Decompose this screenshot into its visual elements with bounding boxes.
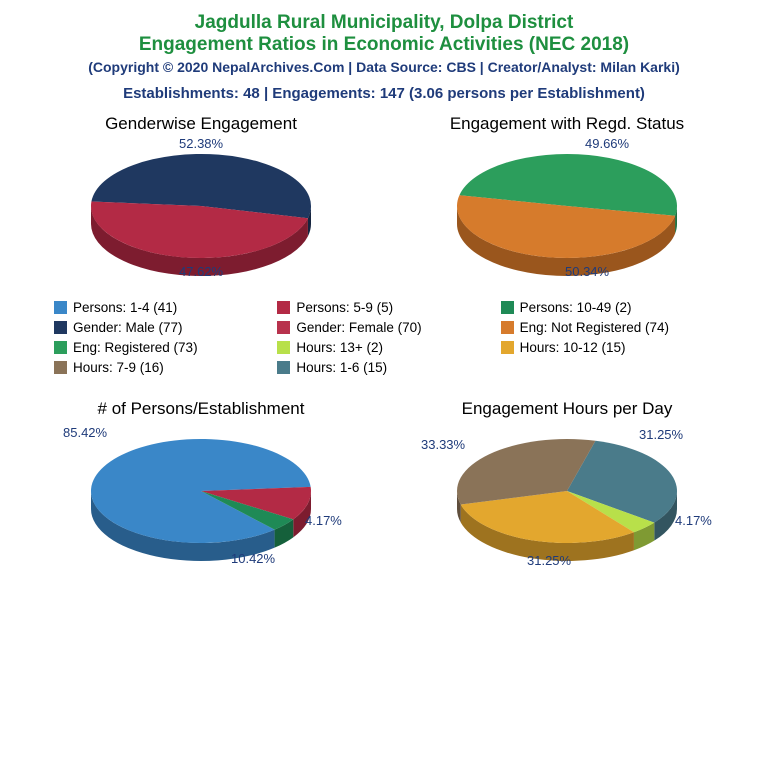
legend-swatch: [54, 321, 67, 334]
legend-swatch: [54, 301, 67, 314]
copyright-line: (Copyright © 2020 NepalArchives.Com | Da…: [18, 59, 750, 75]
infographic-container: Jagdulla Rural Municipality, Dolpa Distr…: [0, 0, 768, 768]
charts-row-bottom: # of Persons/Establishment 85.42% 10.42% 4…: [18, 399, 750, 571]
legend-label: Eng: Registered (73): [73, 340, 198, 355]
pie-pct-label: 85.42%: [63, 425, 107, 440]
chart-regd-pie: 49.66% 50.34%: [417, 136, 717, 286]
legend-swatch: [54, 361, 67, 374]
legend-label: Persons: 5-9 (5): [296, 300, 393, 315]
pie-pct-label: 4.17%: [675, 513, 712, 528]
chart-gender-pie: 52.38% 47.62%: [51, 136, 351, 286]
title-line-1: Jagdulla Rural Municipality, Dolpa Distr…: [18, 12, 750, 34]
legend-item: Persons: 1-4 (41): [54, 300, 267, 315]
legend-item: Gender: Female (70): [277, 320, 490, 335]
pie-svg: [51, 421, 351, 571]
legend-item: Eng: Not Registered (74): [501, 320, 714, 335]
legend-item: Persons: 10-49 (2): [501, 300, 714, 315]
legend-label: Gender: Female (70): [296, 320, 421, 335]
chart-hours-pie: 31.25% 4.17% 31.25% 33.33%: [417, 421, 717, 571]
legend-swatch: [277, 301, 290, 314]
pie-pct-label: 47.62%: [179, 264, 223, 279]
legend-label: Gender: Male (77): [73, 320, 183, 335]
chart-regd-title: Engagement with Regd. Status: [450, 114, 684, 134]
chart-gender-title: Genderwise Engagement: [105, 114, 297, 134]
legend-item: Gender: Male (77): [54, 320, 267, 335]
legend-label: Persons: 1-4 (41): [73, 300, 177, 315]
legend-item: Hours: 10-12 (15): [501, 340, 714, 355]
legend: Persons: 1-4 (41) Persons: 5-9 (5) Persons…: [54, 300, 714, 375]
chart-persons-pie: 85.42% 10.42% 4.17%: [51, 421, 351, 571]
legend-item: Persons: 5-9 (5): [277, 300, 490, 315]
legend-label: Hours: 10-12 (15): [520, 340, 626, 355]
pie-pct-label: 52.38%: [179, 136, 223, 151]
legend-swatch: [277, 321, 290, 334]
pie-pct-label: 31.25%: [639, 427, 683, 442]
legend-swatch: [501, 321, 514, 334]
pie-pct-label: 10.42%: [231, 551, 275, 566]
pie-pct-label: 50.34%: [565, 264, 609, 279]
legend-item: Hours: 7-9 (16): [54, 360, 267, 375]
pie-pct-label: 31.25%: [527, 553, 571, 568]
legend-label: Hours: 13+ (2): [296, 340, 383, 355]
stats-line: Establishments: 48 | Engagements: 147 (3…: [18, 85, 750, 102]
legend-item: Hours: 13+ (2): [277, 340, 490, 355]
legend-swatch: [277, 341, 290, 354]
legend-item: Eng: Registered (73): [54, 340, 267, 355]
title-line-2: Engagement Ratios in Economic Activities…: [18, 34, 750, 56]
legend-label: Hours: 7-9 (16): [73, 360, 164, 375]
legend-swatch: [277, 361, 290, 374]
pie-pct-label: 33.33%: [421, 437, 465, 452]
legend-label: Persons: 10-49 (2): [520, 300, 632, 315]
chart-hours-title: Engagement Hours per Day: [462, 399, 673, 419]
legend-swatch: [501, 341, 514, 354]
chart-persons: # of Persons/Establishment 85.42% 10.42% 4…: [18, 399, 384, 571]
legend-item: Hours: 1-6 (15): [277, 360, 490, 375]
legend-label: Eng: Not Registered (74): [520, 320, 669, 335]
legend-swatch: [501, 301, 514, 314]
charts-row-top: Genderwise Engagement 52.38% 47.62% Engag…: [18, 114, 750, 286]
legend-swatch: [54, 341, 67, 354]
chart-regd: Engagement with Regd. Status 49.66% 50.34…: [384, 114, 750, 286]
pie-pct-label: 4.17%: [305, 513, 342, 528]
chart-persons-title: # of Persons/Establishment: [98, 399, 305, 419]
chart-gender: Genderwise Engagement 52.38% 47.62%: [18, 114, 384, 286]
chart-hours: Engagement Hours per Day 31.25%4.17%31.2…: [384, 399, 750, 571]
legend-label: Hours: 1-6 (15): [296, 360, 387, 375]
pie-pct-label: 49.66%: [585, 136, 629, 151]
